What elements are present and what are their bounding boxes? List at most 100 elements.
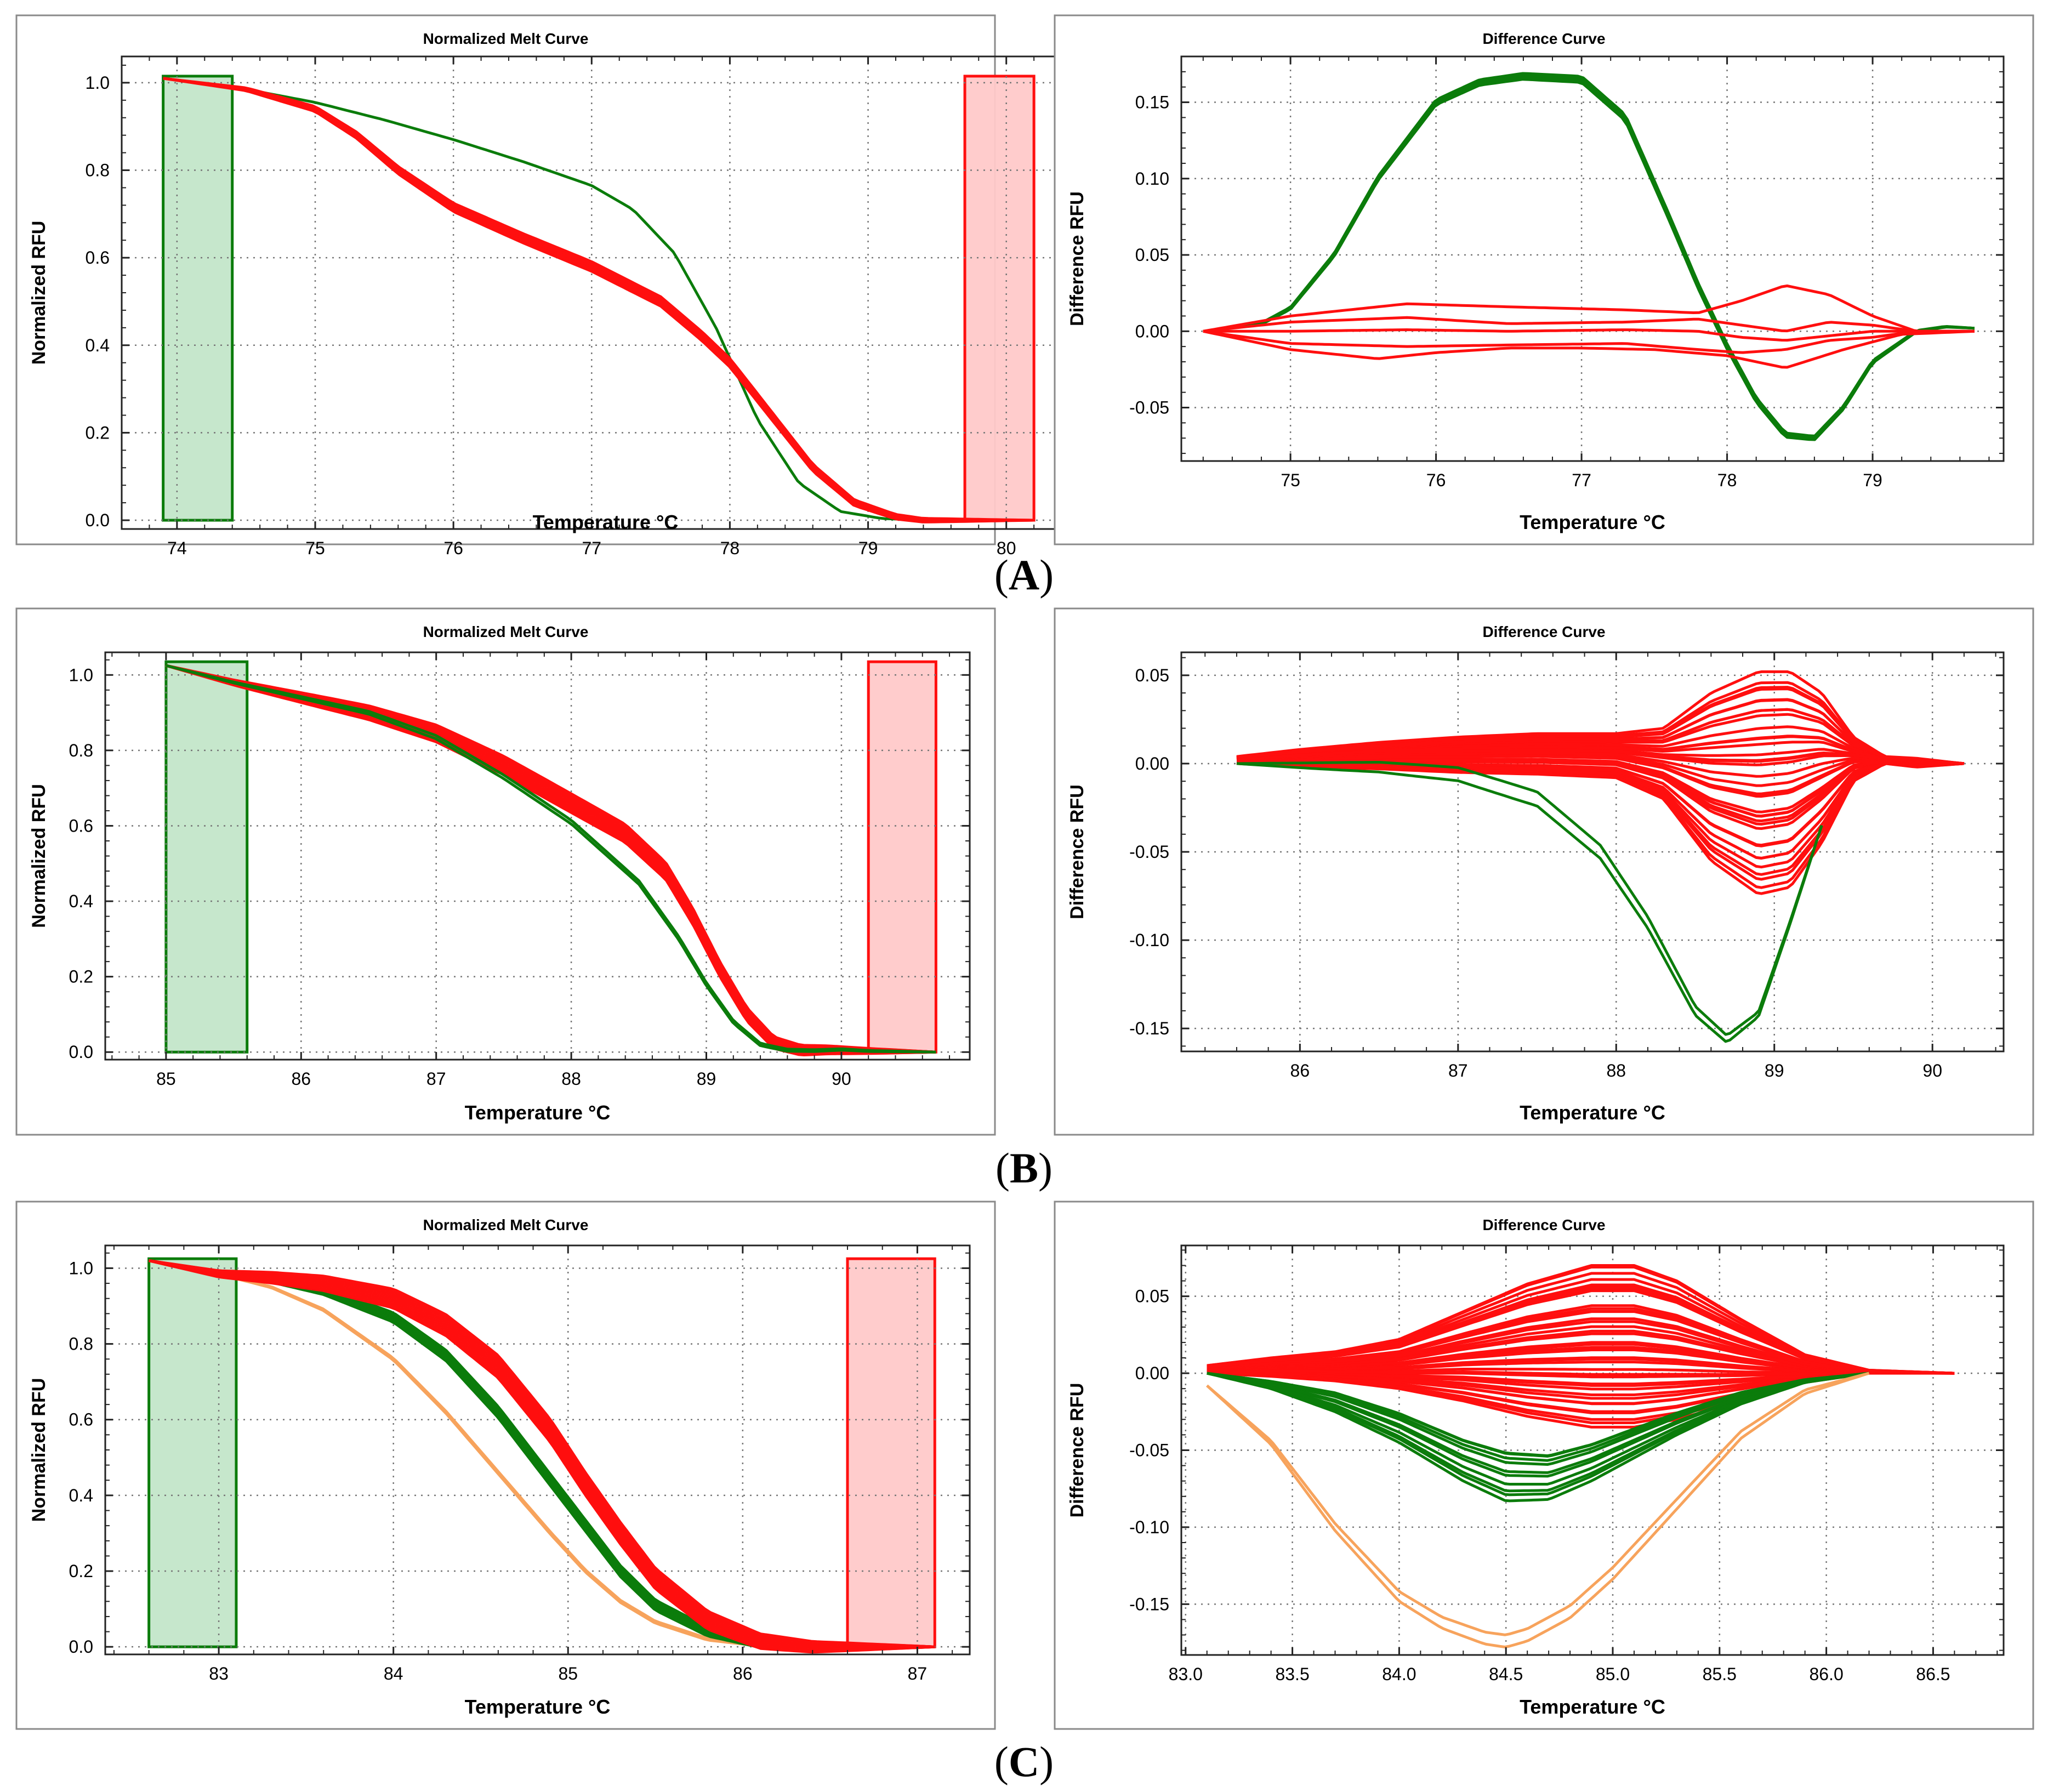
y-tick-label: 1.0 (86, 73, 110, 93)
red-curve-2-line (1203, 316, 1975, 333)
red-group-line (1236, 741, 1965, 765)
x-tick-label: 85 (156, 1069, 176, 1089)
y-tick-label: 0.05 (1135, 1287, 1169, 1306)
x-tick-label: 85.0 (1596, 1664, 1630, 1684)
x-tick-label: 79 (1863, 470, 1882, 490)
y-tick-label: 0.6 (86, 248, 110, 268)
chart-c-diff: Difference Curve 83.0 83.5 84.0 84.5 85.0 85.5… (1054, 1201, 2034, 1730)
x-tick-label: 85 (558, 1664, 578, 1683)
red-group-line (1236, 698, 1965, 765)
x-tick-label: 90 (832, 1069, 851, 1089)
x-tick-label: 84 (384, 1664, 403, 1683)
chart-title: Difference Curve (1482, 1216, 1605, 1233)
chart-frame (15, 607, 996, 1136)
y-tick-label: 0.2 (69, 967, 93, 987)
orange-group-line (1206, 1372, 1870, 1636)
panel-label-c: (C) (994, 1738, 1054, 1785)
y-tick-label: 0.4 (86, 335, 110, 355)
x-tick-label: 88 (1606, 1061, 1626, 1080)
y-tick-label: -0.05 (1129, 842, 1169, 862)
green-group-line (1237, 761, 1823, 1036)
green-group-line (1203, 72, 1975, 437)
red-group-line (1237, 758, 1964, 818)
charts: Normalized Melt Curve 74 75 76 77 78 79 80 0.0 0.… (15, 14, 2034, 1730)
chart-a-diff: Difference Curve 75 76 77 78 79 -0.05 0.00 0.05 0… (1054, 14, 2034, 545)
red-group-line (149, 1259, 935, 1648)
tick-marks (1181, 1245, 2004, 1655)
tick-marks (105, 652, 970, 1060)
series-group (1236, 670, 1965, 1043)
x-tick-label: 86.0 (1809, 1664, 1843, 1684)
green-group-line (163, 77, 1034, 522)
red-group-line (1207, 1317, 1955, 1375)
x-tick-label: 88 (561, 1069, 581, 1089)
red-curve-5-line (1203, 329, 1975, 369)
y-tick-label: 0.10 (1135, 169, 1169, 189)
chart-title: Difference Curve (1482, 30, 1605, 47)
green-group-line (1207, 1372, 1869, 1486)
post-melt-region (846, 1257, 936, 1648)
series-group (149, 1259, 935, 1654)
y-tick-label: -0.15 (1129, 1594, 1169, 1614)
y-tick-label: 0.8 (69, 1334, 93, 1354)
red-curve-1-line (1203, 285, 1975, 333)
y-tick-label: 0.6 (69, 816, 93, 835)
x-tick-label: 83 (209, 1664, 229, 1683)
y-axis-label: Normalized RFU (29, 1378, 49, 1522)
red-group-line (1236, 751, 1964, 778)
y-tick-label: 0.2 (86, 423, 110, 442)
pre-melt-region (162, 75, 234, 522)
x-tick-label: 87 (426, 1069, 446, 1089)
red-group-line (166, 664, 936, 1054)
y-tick-label: 0.2 (69, 1561, 93, 1581)
y-tick-label: 0.00 (1135, 754, 1169, 773)
y-tick-label: 0.0 (69, 1042, 93, 1062)
x-axis-label: Temperature °C (1520, 1101, 1665, 1124)
y-tick-label: 0.6 (69, 1410, 93, 1430)
panel-label-a: (A) (994, 551, 1054, 599)
pre-melt-region (164, 660, 249, 1054)
y-tick-label: -0.05 (1129, 398, 1169, 418)
x-axis-label: Temperature °C (533, 511, 679, 533)
chart-title: Normalized Melt Curve (423, 623, 589, 640)
x-tick-label: 86 (1290, 1061, 1310, 1080)
y-tick-label: -0.10 (1129, 1517, 1169, 1537)
green-group-line (1207, 1372, 1869, 1458)
red-group-line (1207, 1264, 1955, 1375)
x-tick-label: 86 (733, 1664, 753, 1683)
y-axis-label: Difference RFU (1067, 784, 1088, 919)
chart-b-melt: Normalized Melt Curve 85 86 87 88 89 90 0.0 0.2 0… (15, 607, 996, 1136)
panel-label-b: (B) (995, 1144, 1053, 1192)
x-tick-label: 84.5 (1489, 1664, 1523, 1684)
tick-marks (1181, 56, 2004, 461)
y-tick-label: 0.0 (86, 510, 110, 530)
red-group-line (163, 77, 1034, 522)
y-tick-label: 0.8 (86, 161, 110, 180)
red-group-line (1207, 1304, 1955, 1375)
red-curve-3-line (1203, 328, 1975, 342)
y-tick-label: 0.4 (69, 891, 93, 911)
y-tick-label: 0.4 (69, 1486, 93, 1505)
red-group-line (1207, 1286, 1955, 1375)
y-tick-label: 0.05 (1135, 245, 1169, 265)
y-tick-label: 0.0 (69, 1637, 93, 1657)
x-tick-label: 87 (1448, 1061, 1468, 1080)
chart-title: Normalized Melt Curve (423, 30, 589, 47)
red-group-line (1236, 748, 1964, 765)
y-tick-label: 0.00 (1135, 1363, 1169, 1383)
x-tick-label: 78 (720, 538, 740, 558)
x-tick-label: 77 (1572, 470, 1591, 490)
chart-frame (1054, 607, 2034, 1136)
x-axis-label: Temperature °C (1520, 511, 1665, 533)
series-group (1206, 1264, 1955, 1648)
panel-labels: (A) (B) (C) (994, 551, 1054, 1785)
chart-b-diff: Difference Curve 86 87 88 89 90 -0.15 -0.10 -0.0… (1054, 607, 2034, 1136)
chart-a-melt: Normalized Melt Curve 74 75 76 77 78 79 80 0.0 0.… (15, 14, 1090, 558)
x-tick-label: 79 (858, 538, 878, 558)
x-tick-label: 90 (1922, 1061, 1942, 1080)
post-melt-region (963, 75, 1036, 522)
chart-title: Normalized Melt Curve (423, 1216, 589, 1233)
y-tick-label: 1.0 (69, 1258, 93, 1278)
x-tick-label: 87 (908, 1664, 928, 1683)
